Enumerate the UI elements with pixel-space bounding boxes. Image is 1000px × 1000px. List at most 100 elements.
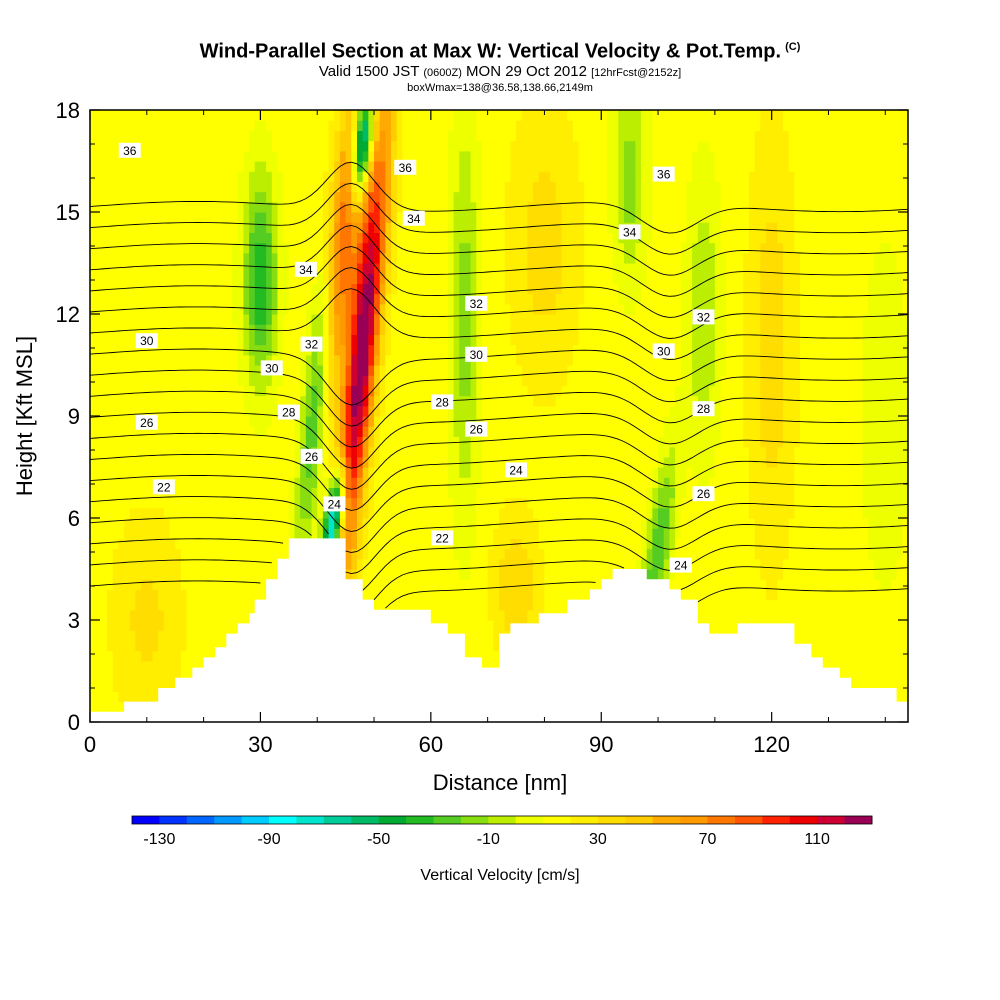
velocity-cell — [209, 232, 216, 244]
velocity-cell — [243, 385, 250, 397]
velocity-cell — [379, 426, 386, 437]
velocity-cell — [249, 497, 256, 509]
velocity-cell — [391, 324, 398, 335]
velocity-cell — [493, 467, 500, 478]
velocity-cell — [476, 569, 483, 580]
velocity-cell — [209, 161, 216, 172]
velocity-cell — [453, 487, 460, 499]
velocity-cell — [317, 252, 324, 264]
velocity-cell — [470, 150, 477, 162]
velocity-cell — [237, 436, 244, 448]
velocity-cell — [379, 150, 386, 162]
velocity-cell — [107, 405, 114, 417]
velocity-cell — [379, 130, 386, 142]
velocity-cell — [334, 140, 341, 152]
velocity-cell — [447, 252, 455, 264]
velocity-cell — [504, 538, 511, 550]
velocity-cell — [368, 507, 375, 519]
velocity-cell — [322, 212, 330, 223]
velocity-cell — [328, 365, 335, 376]
velocity-cell — [368, 589, 375, 601]
velocity-cell — [266, 171, 273, 182]
velocity-cell — [209, 599, 216, 611]
velocity-cell — [470, 650, 477, 662]
velocity-cell — [339, 110, 347, 121]
velocity-cell — [271, 497, 279, 509]
velocity-cell — [107, 426, 114, 437]
velocity-cell — [476, 375, 483, 386]
velocity-cell — [112, 599, 119, 611]
velocity-cell — [521, 232, 528, 244]
velocity-cell — [317, 303, 324, 315]
velocity-cell — [214, 569, 222, 580]
velocity-cell — [129, 660, 137, 672]
velocity-cell — [311, 507, 318, 519]
velocity-cell — [192, 303, 199, 315]
velocity-cell — [447, 110, 455, 121]
velocity-cell — [107, 232, 114, 244]
velocity-cell — [243, 201, 250, 213]
velocity-cell — [209, 252, 216, 264]
velocity-cell — [95, 691, 102, 703]
velocity-cell — [555, 589, 563, 601]
velocity-cell — [544, 426, 551, 437]
velocity-cell — [322, 354, 330, 366]
velocity-cell — [90, 436, 97, 448]
velocity-cell — [169, 579, 176, 590]
velocity-cell — [493, 416, 500, 427]
velocity-cell — [459, 395, 466, 407]
velocity-cell — [305, 283, 313, 295]
velocity-cell — [266, 222, 273, 233]
velocity-cell — [317, 191, 324, 203]
velocity-cell — [436, 110, 443, 121]
velocity-cell — [436, 120, 443, 131]
velocity-cell — [550, 416, 557, 427]
velocity-cell — [197, 212, 205, 223]
velocity-cell — [391, 456, 398, 468]
velocity-cell — [175, 130, 182, 142]
velocity-cell — [374, 171, 381, 182]
velocity-cell — [249, 344, 256, 356]
velocity-cell — [516, 150, 523, 162]
velocity-cell — [425, 273, 432, 284]
velocity-cell — [408, 548, 415, 560]
velocity-cell — [237, 446, 244, 458]
velocity-cell — [135, 293, 142, 305]
velocity-cell — [146, 671, 154, 682]
velocity-cell — [197, 354, 205, 366]
velocity-cell — [442, 487, 449, 499]
velocity-cell — [391, 569, 398, 580]
velocity-cell — [504, 324, 511, 335]
velocity-cell — [266, 120, 273, 131]
velocity-cell — [107, 671, 114, 682]
velocity-cell — [334, 395, 341, 407]
velocity-cell — [146, 395, 154, 407]
velocity-cell — [95, 120, 102, 131]
velocity-cell — [527, 385, 534, 397]
velocity-cell — [521, 548, 528, 560]
velocity-cell — [90, 365, 97, 376]
velocity-cell — [351, 375, 358, 386]
velocity-cell — [447, 518, 455, 529]
velocity-cell — [476, 201, 483, 213]
velocity-cell — [90, 130, 97, 142]
velocity-cell — [180, 212, 188, 223]
velocity-cell — [351, 120, 358, 131]
velocity-cell — [288, 303, 296, 315]
velocity-cell — [214, 344, 222, 356]
velocity-cell — [493, 283, 500, 295]
velocity-cell — [124, 671, 131, 682]
velocity-cell — [481, 375, 489, 386]
velocity-cell — [95, 671, 102, 682]
velocity-cell — [209, 334, 216, 346]
velocity-cell — [425, 558, 432, 570]
velocity-cell — [232, 303, 239, 315]
velocity-cell — [374, 487, 381, 499]
velocity-cell — [118, 344, 125, 356]
velocity-cell — [124, 395, 131, 407]
velocity-cell — [101, 130, 108, 142]
velocity-cell — [277, 538, 284, 550]
velocity-cell — [504, 569, 511, 580]
velocity-cell — [283, 477, 290, 488]
velocity-cell — [180, 375, 188, 386]
